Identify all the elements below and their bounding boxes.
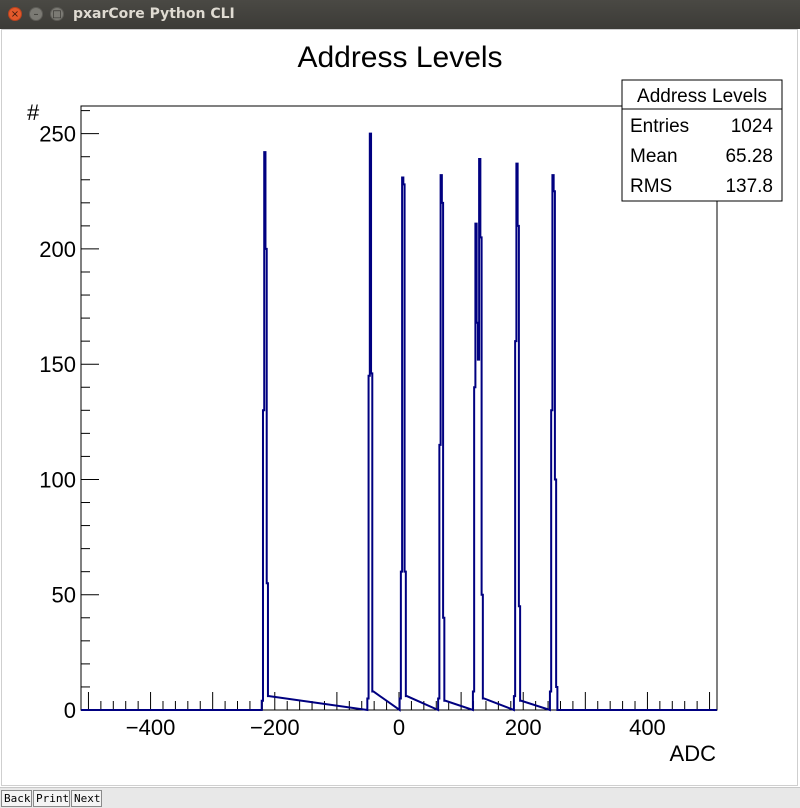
root-canvas[interactable]: Address Levels 0 50 100 150 200 250 −400 −200 0…: [0, 29, 800, 787]
stats-entries-label: Entries: [630, 116, 689, 137]
y-tick-label: 250: [39, 122, 76, 147]
y-tick-label: 100: [39, 467, 76, 492]
x-tick-label: 0: [393, 715, 405, 740]
x-axis-label: ADC: [670, 741, 717, 766]
canvas-toolbar: Back Print Next: [0, 787, 800, 808]
y-axis: 0 50 100 150 200 250: [39, 110, 99, 723]
next-button[interactable]: Next: [71, 790, 102, 807]
stats-mean-value: 65.28: [725, 146, 773, 167]
stats-box-title: Address Levels: [637, 86, 767, 107]
minimize-window-button[interactable]: –: [29, 7, 43, 21]
maximize-window-button[interactable]: □: [50, 7, 64, 21]
stats-rms-label: RMS: [630, 176, 672, 197]
chart-title: Address Levels: [297, 41, 502, 74]
y-axis-label: #: [27, 100, 40, 125]
window-title: pxarCore Python CLI: [73, 6, 235, 22]
stats-mean-label: Mean: [630, 146, 678, 167]
window-titlebar: × – □ pxarCore Python CLI: [0, 0, 800, 29]
x-tick-label: −200: [250, 715, 300, 740]
y-tick-label: 150: [39, 352, 76, 377]
x-tick-label: 200: [505, 715, 542, 740]
y-tick-label: 50: [52, 583, 76, 608]
close-window-button[interactable]: ×: [8, 7, 22, 21]
y-tick-label: 0: [64, 698, 76, 723]
stats-rms-value: 137.8: [725, 176, 773, 197]
y-tick-label: 200: [39, 237, 76, 262]
histogram-chart[interactable]: Address Levels 0 50 100 150 200 250 −400 −200 0…: [0, 29, 800, 787]
stats-entries-value: 1024: [731, 116, 774, 137]
histogram-bins: [262, 134, 556, 710]
x-axis: −400 −200 0 200 400: [87, 692, 711, 740]
x-tick-label: −400: [126, 715, 176, 740]
histogram-line: [81, 132, 717, 712]
x-tick-label: 400: [629, 715, 666, 740]
back-button[interactable]: Back: [1, 790, 32, 807]
print-button[interactable]: Print: [33, 790, 70, 807]
stats-box[interactable]: Address Levels Entries 1024 Mean 65.28 R…: [621, 79, 783, 202]
